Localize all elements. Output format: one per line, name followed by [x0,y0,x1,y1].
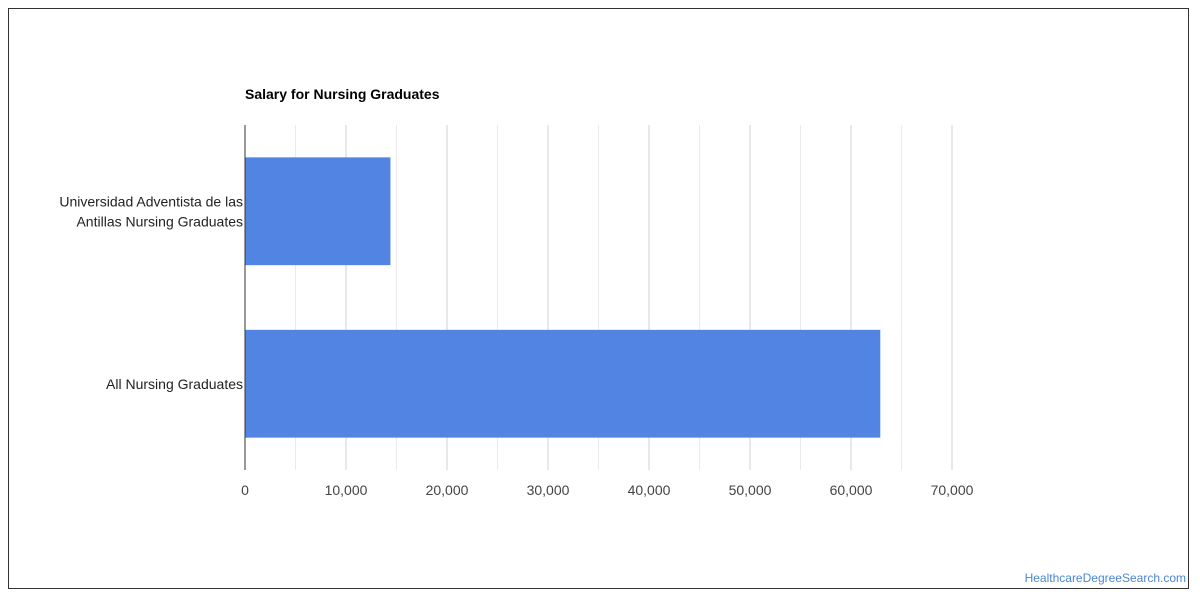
bar-1[interactable] [245,329,881,438]
source-credit[interactable]: HealthcareDegreeSearch.com [1024,571,1186,585]
bars [245,157,881,438]
x-tick-label: 50,000 [729,482,772,498]
x-tick-label: 30,000 [527,482,570,498]
x-tick-label: 70,000 [931,482,974,498]
x-tick-label: 40,000 [628,482,671,498]
x-tick-labels: 0 10,000 20,000 30,000 40,000 50,000 60,000 70,… [241,482,974,498]
x-tick-label: 60,000 [830,482,873,498]
category-label: Universidad Adventista de las [59,193,243,209]
x-tick-label: 10,000 [325,482,368,498]
bar-0[interactable] [245,157,391,266]
category-label: Antillas Nursing Graduates [76,213,243,229]
x-tick-label: 20,000 [426,482,469,498]
x-tick-label: 0 [241,482,249,498]
chart-title: Salary for Nursing Graduates [245,86,440,102]
category-label: All Nursing Graduates [106,376,243,392]
category-labels: Universidad Adventista de las Antillas Nu… [59,193,243,392]
